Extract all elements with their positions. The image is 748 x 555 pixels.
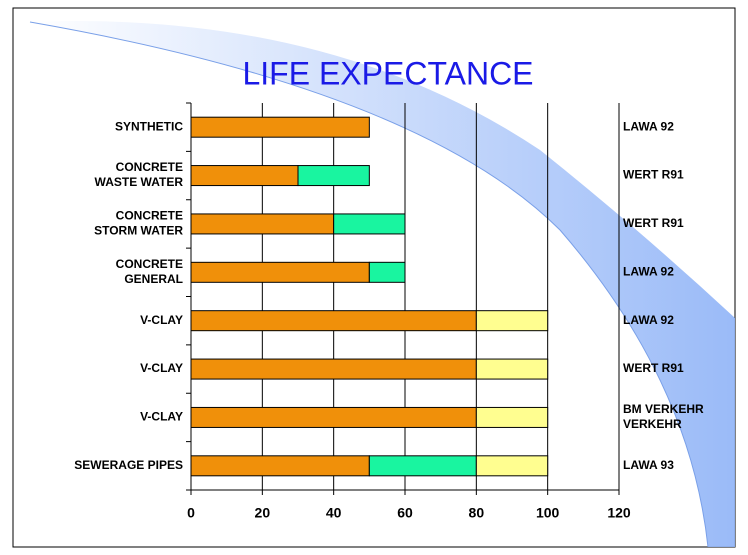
x-tick-label: 100	[536, 505, 560, 521]
chart-title: LIFE EXPECTANCE	[242, 55, 533, 91]
annotation: WERT R91	[623, 168, 684, 182]
bar-segment	[190, 116, 370, 138]
swoosh-edge	[29, 21, 709, 548]
x-tick-label: 20	[255, 505, 271, 521]
bar-segment	[475, 358, 549, 380]
category-label: CONCRETE	[116, 160, 183, 174]
x-tick-label: 60	[397, 505, 413, 521]
bar-segment	[368, 261, 406, 283]
annotation: LAWA 92	[623, 264, 674, 278]
category-label: SEWERAGE PIPES	[74, 458, 183, 472]
bar-segment	[297, 165, 370, 187]
annotation: LAWA 92	[623, 313, 674, 327]
bar-segment	[475, 406, 549, 428]
category-label: SYNTHETIC	[115, 119, 183, 133]
bar-segment	[190, 261, 370, 283]
annotation: WERT R91	[623, 216, 684, 230]
x-tick-label: 120	[607, 505, 631, 521]
x-tick-label: 80	[469, 505, 485, 521]
bar-segment	[333, 213, 406, 235]
bar-segment	[190, 406, 477, 428]
category-label: WASTE WATER	[95, 175, 184, 189]
category-label: V-CLAY	[140, 361, 183, 375]
category-label: V-CLAY	[140, 313, 183, 327]
annotation: LAWA 92	[623, 119, 674, 133]
bar-segment	[368, 455, 477, 477]
bar-segment	[190, 213, 335, 235]
annotation: LAWA 93	[623, 458, 674, 472]
bar-segment	[475, 310, 549, 332]
bar-segment	[475, 455, 549, 477]
x-tick-label: 40	[326, 505, 342, 521]
bar-segment	[190, 455, 370, 477]
category-label: V-CLAY	[140, 410, 183, 424]
x-tick-label: 0	[187, 505, 195, 521]
annotation: WERT R91	[623, 361, 684, 375]
bar-segment	[190, 165, 299, 187]
annotation: BM VERKEHR	[623, 402, 704, 416]
bar-segment	[190, 310, 477, 332]
category-label: CONCRETE	[116, 257, 183, 271]
annotation: VERKEHR	[623, 417, 682, 431]
bar-segment	[190, 358, 477, 380]
category-label: STORM WATER	[94, 224, 183, 238]
category-label: CONCRETE	[116, 209, 183, 223]
category-label: GENERAL	[124, 272, 183, 286]
